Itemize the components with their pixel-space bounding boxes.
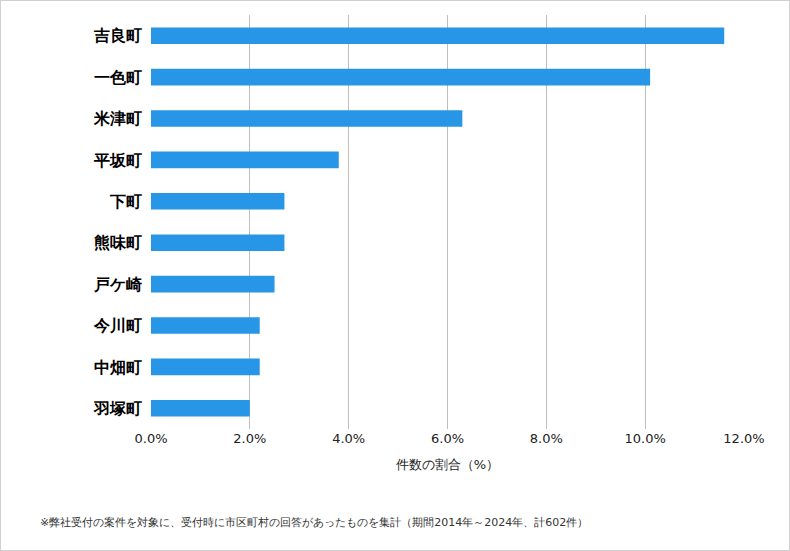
svg-text:平坂町: 平坂町 bbox=[93, 151, 142, 170]
svg-text:※弊社受付の案件を対象に、受付時に市区町村の回答があったもの: ※弊社受付の案件を対象に、受付時に市区町村の回答があったものを集計（期間2014… bbox=[40, 516, 588, 529]
svg-text:中畑町: 中畑町 bbox=[94, 358, 142, 377]
svg-text:件数の割合（%）: 件数の割合（%） bbox=[396, 457, 499, 472]
svg-text:6.0%: 6.0% bbox=[431, 431, 464, 446]
svg-text:吉良町: 吉良町 bbox=[93, 26, 142, 45]
svg-text:10.0%: 10.0% bbox=[625, 431, 666, 446]
svg-text:今川町: 今川町 bbox=[93, 316, 142, 335]
svg-text:一色町: 一色町 bbox=[94, 68, 142, 87]
svg-text:米津町: 米津町 bbox=[93, 109, 142, 128]
svg-text:4.0%: 4.0% bbox=[332, 431, 365, 446]
svg-text:熊味町: 熊味町 bbox=[94, 233, 142, 252]
svg-text:羽塚町: 羽塚町 bbox=[93, 399, 142, 418]
svg-text:8.0%: 8.0% bbox=[530, 431, 563, 446]
svg-text:下町: 下町 bbox=[109, 192, 142, 211]
svg-text:0.0%: 0.0% bbox=[134, 431, 167, 446]
svg-text:2.0%: 2.0% bbox=[233, 431, 266, 446]
svg-text:12.0%: 12.0% bbox=[723, 431, 764, 446]
svg-text:戸ケ崎: 戸ケ崎 bbox=[93, 275, 142, 294]
